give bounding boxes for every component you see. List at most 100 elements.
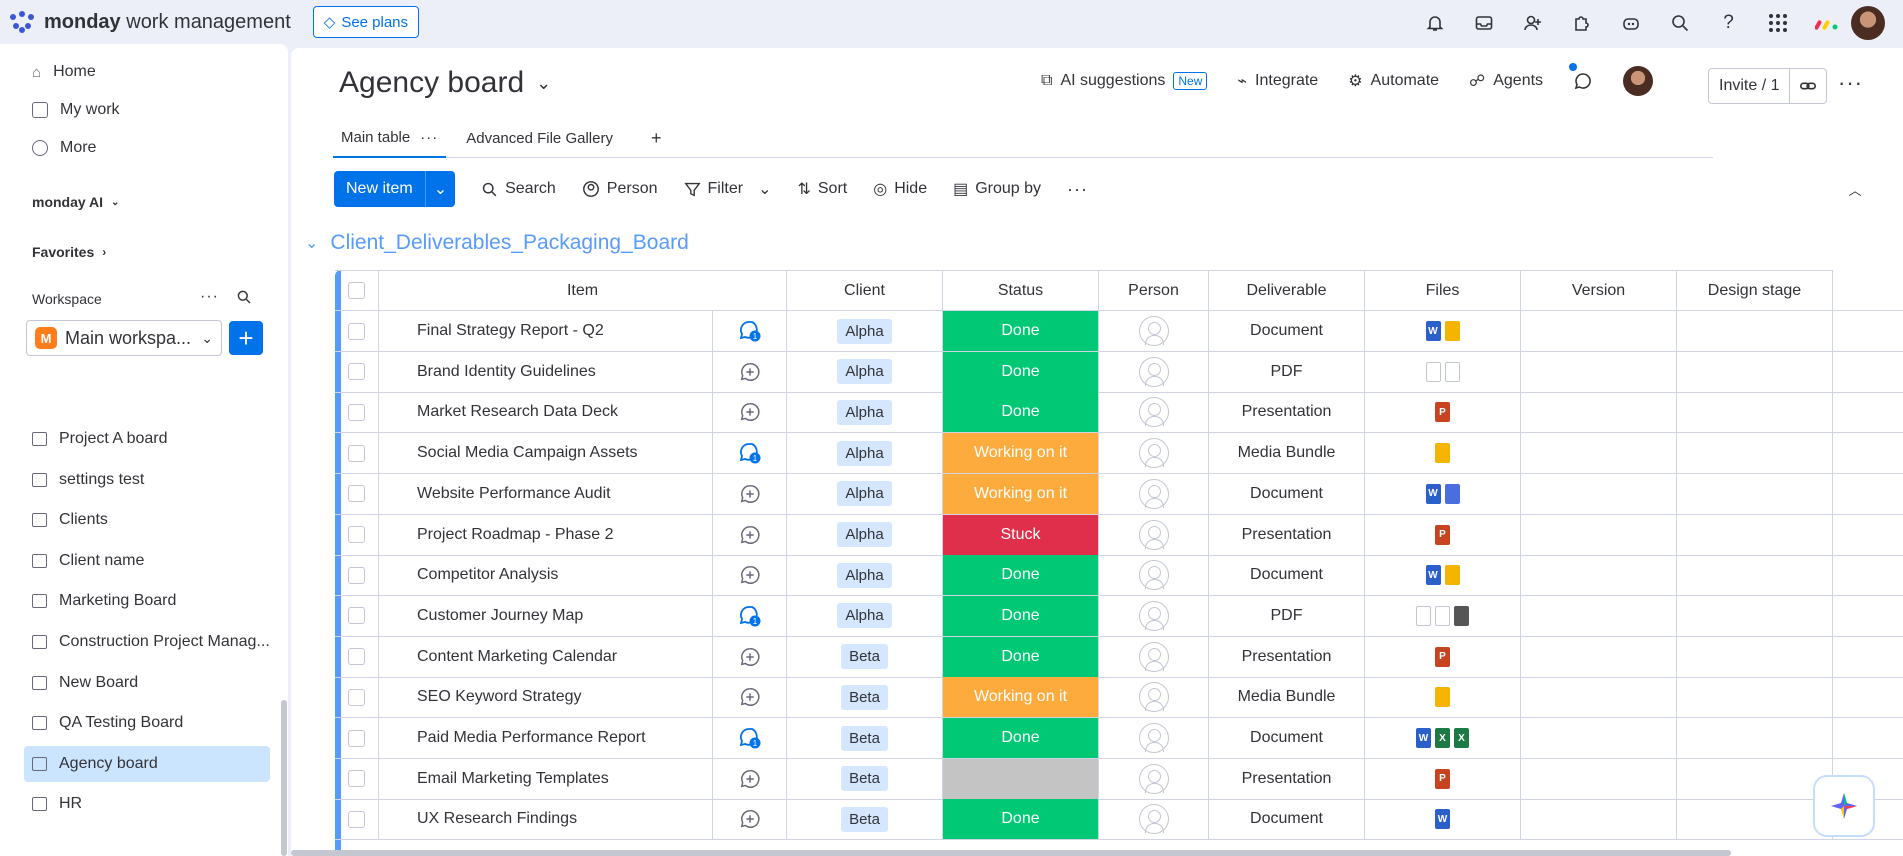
files-cell[interactable]: P bbox=[1365, 636, 1521, 677]
table-row[interactable]: Brand Identity Guidelines Alpha Done PDF bbox=[335, 351, 1903, 393]
monday-logo[interactable]: monday work management bbox=[10, 11, 291, 34]
checkbox[interactable] bbox=[348, 444, 365, 462]
deliverable-cell[interactable]: PDF bbox=[1209, 595, 1365, 636]
file-thumbnail[interactable] bbox=[1435, 605, 1450, 626]
file-thumbnail[interactable]: W bbox=[1425, 483, 1441, 504]
sidebar-board-item[interactable]: Marketing Board bbox=[24, 583, 270, 619]
person-cell[interactable] bbox=[1099, 555, 1209, 596]
collapse-header-icon[interactable]: ︿ bbox=[1848, 182, 1862, 198]
person-filter-button[interactable]: Person bbox=[582, 180, 658, 198]
deliverable-cell[interactable]: Presentation bbox=[1209, 514, 1365, 555]
workspace-options-icon[interactable]: ··· bbox=[200, 288, 219, 305]
table-row[interactable]: Email Marketing Templates Beta Presentatio… bbox=[335, 758, 1903, 800]
version-cell[interactable] bbox=[1521, 718, 1677, 758]
apps-puzzle-icon[interactable] bbox=[1557, 7, 1606, 39]
sidebar-item-more[interactable]: More bbox=[24, 130, 270, 166]
workspace-selector[interactable]: M Main workspa... ⌄ bbox=[26, 320, 222, 356]
add-workspace-item-button[interactable]: + bbox=[229, 321, 263, 355]
client-cell[interactable]: Alpha bbox=[787, 311, 943, 351]
client-cell[interactable]: Alpha bbox=[787, 351, 943, 392]
file-thumbnail[interactable]: W bbox=[1425, 565, 1441, 586]
file-thumbnail[interactable] bbox=[1425, 361, 1441, 382]
file-thumbnail[interactable]: X bbox=[1454, 728, 1469, 748]
status-cell[interactable]: Stuck bbox=[943, 514, 1099, 555]
status-cell[interactable]: Done bbox=[943, 636, 1099, 677]
client-cell[interactable]: Beta bbox=[787, 636, 943, 677]
person-cell[interactable] bbox=[1099, 758, 1209, 799]
design-stage-cell[interactable] bbox=[1677, 392, 1833, 433]
table-row[interactable]: Content Marketing Calendar Beta Done Presen… bbox=[335, 636, 1903, 678]
ai-bot-icon[interactable] bbox=[1606, 7, 1655, 39]
checkbox[interactable] bbox=[348, 607, 365, 625]
version-cell[interactable] bbox=[1521, 311, 1677, 351]
tab-main-table[interactable]: Main table ··· bbox=[333, 120, 447, 158]
status-cell[interactable]: Done bbox=[943, 351, 1099, 392]
agents-button[interactable]: ☍ Agents bbox=[1469, 63, 1578, 91]
table-row[interactable]: UX Research Findings Beta Done Document W bbox=[335, 799, 1903, 841]
add-update-icon[interactable] bbox=[713, 636, 787, 677]
sidebar-board-item[interactable]: Construction Project Manag... bbox=[24, 624, 270, 660]
deliverable-cell[interactable]: Document bbox=[1209, 473, 1365, 514]
workspace-search-icon[interactable] bbox=[236, 289, 252, 308]
version-cell[interactable] bbox=[1521, 555, 1677, 596]
files-cell[interactable]: W bbox=[1365, 799, 1521, 840]
hide-button[interactable]: ◎ Hide bbox=[873, 180, 928, 198]
files-cell[interactable]: P bbox=[1365, 758, 1521, 799]
files-cell[interactable]: P bbox=[1365, 392, 1521, 433]
person-cell[interactable] bbox=[1099, 677, 1209, 718]
search-icon[interactable] bbox=[1655, 7, 1704, 39]
version-cell[interactable] bbox=[1521, 799, 1677, 840]
person-cell[interactable] bbox=[1099, 595, 1209, 636]
item-name[interactable]: Email Marketing Templates bbox=[379, 758, 713, 799]
client-cell[interactable]: Beta bbox=[787, 677, 943, 718]
invite-button[interactable]: Invite / 1 bbox=[1708, 68, 1828, 104]
version-cell[interactable] bbox=[1521, 433, 1677, 474]
board-title[interactable]: Agency board ⌄ bbox=[339, 66, 552, 99]
design-stage-cell[interactable] bbox=[1677, 433, 1833, 474]
add-update-icon[interactable] bbox=[713, 514, 787, 555]
ai-suggestions-button[interactable]: ⧉ AI suggestions New bbox=[1041, 72, 1208, 90]
table-row[interactable]: Final Strategy Report - Q2 1 Alpha Done Docu… bbox=[335, 311, 1903, 352]
item-name[interactable]: Paid Media Performance Report bbox=[379, 718, 713, 758]
checkbox[interactable] bbox=[348, 363, 365, 381]
design-stage-cell[interactable] bbox=[1677, 636, 1833, 677]
version-cell[interactable] bbox=[1521, 392, 1677, 433]
add-update-icon[interactable]: 1 bbox=[713, 595, 787, 636]
status-cell[interactable]: Working on it bbox=[943, 473, 1099, 514]
deliverable-cell[interactable]: Presentation bbox=[1209, 758, 1365, 799]
horizontal-scrollbar[interactable] bbox=[291, 850, 1731, 856]
table-row[interactable]: Market Research Data Deck Alpha Done Presen… bbox=[335, 392, 1903, 434]
person-cell[interactable] bbox=[1099, 351, 1209, 392]
deliverable-cell[interactable]: Document bbox=[1209, 311, 1365, 351]
design-stage-cell[interactable] bbox=[1677, 351, 1833, 392]
client-cell[interactable]: Alpha bbox=[787, 433, 943, 474]
table-row[interactable]: SEO Keyword Strategy Beta Working on it Med… bbox=[335, 677, 1903, 719]
item-name[interactable]: SEO Keyword Strategy bbox=[379, 677, 713, 718]
add-update-icon[interactable]: 1 bbox=[713, 718, 787, 758]
status-cell[interactable]: Done bbox=[943, 555, 1099, 596]
client-cell[interactable]: Alpha bbox=[787, 555, 943, 596]
column-header-version[interactable]: Version bbox=[1521, 270, 1677, 310]
person-cell[interactable] bbox=[1099, 636, 1209, 677]
status-cell[interactable]: Done bbox=[943, 311, 1099, 351]
design-stage-cell[interactable] bbox=[1677, 758, 1833, 799]
comment-icon[interactable] bbox=[1573, 71, 1593, 91]
client-cell[interactable]: Beta bbox=[787, 799, 943, 840]
status-cell[interactable]: Done bbox=[943, 799, 1099, 840]
file-thumbnail[interactable]: W bbox=[1416, 728, 1431, 748]
item-name[interactable]: Final Strategy Report - Q2 bbox=[379, 311, 713, 351]
version-cell[interactable] bbox=[1521, 351, 1677, 392]
files-cell[interactable] bbox=[1365, 677, 1521, 718]
person-cell[interactable] bbox=[1099, 311, 1209, 351]
design-stage-cell[interactable] bbox=[1677, 473, 1833, 514]
new-item-button[interactable]: New item ⌄ bbox=[334, 171, 456, 207]
file-thumbnail[interactable] bbox=[1435, 443, 1450, 464]
add-update-icon[interactable] bbox=[713, 799, 787, 840]
files-cell[interactable]: W bbox=[1365, 311, 1521, 351]
column-header-person[interactable]: Person bbox=[1099, 270, 1209, 310]
checkbox[interactable] bbox=[348, 810, 365, 828]
checkbox[interactable] bbox=[348, 526, 365, 543]
column-header-design-stage[interactable]: Design stage bbox=[1677, 270, 1833, 310]
see-plans-button[interactable]: ◇ See plans bbox=[312, 6, 420, 38]
sort-button[interactable]: ⇅ Sort bbox=[797, 180, 848, 198]
